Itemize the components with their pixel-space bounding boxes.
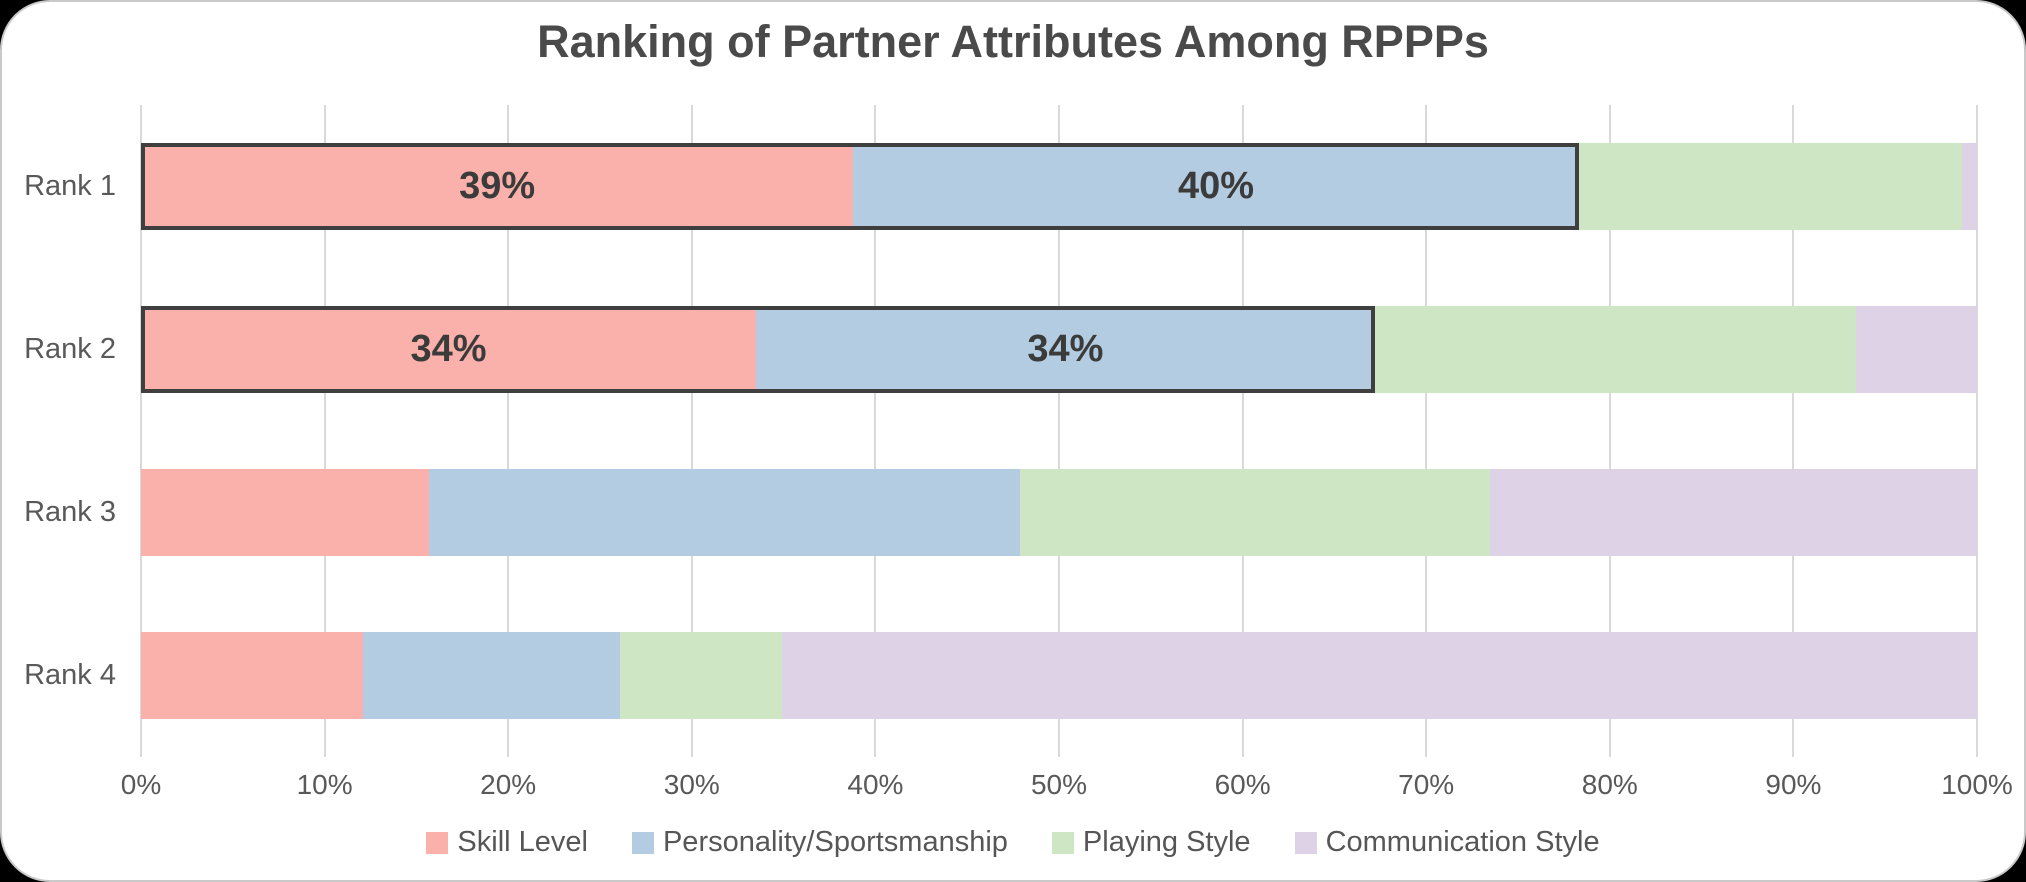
legend-swatch-icon xyxy=(631,831,654,854)
bar-segment-playing-style xyxy=(620,632,782,719)
bar-segment-playing-style xyxy=(1374,306,1856,393)
bar-segment-skill-level xyxy=(141,632,364,719)
bar-segment-communication-style xyxy=(1855,306,1977,393)
bar-row-rank-1: 39% 40% xyxy=(141,105,1977,268)
gridline xyxy=(1425,105,1428,757)
legend-item-communication-style: Communication Style xyxy=(1294,826,1600,859)
bar-row-rank-2: 34% 34% xyxy=(141,268,1977,431)
legend-swatch-icon xyxy=(1051,831,1074,854)
category-label-rank-4: Rank 4 xyxy=(24,659,116,691)
bar-segment-communication-style xyxy=(781,632,1977,719)
bar-segment-playing-style xyxy=(1020,469,1491,556)
x-axis-tick-label: 40% xyxy=(847,769,904,800)
gridline xyxy=(1241,105,1244,757)
bar-segment-personality-sportsmanship xyxy=(429,469,1021,556)
stacked-bar-rank-4 xyxy=(141,632,1977,719)
x-axis-tick-label: 90% xyxy=(1765,769,1822,800)
y-axis-labels: Rank 1 Rank 2 Rank 3 Rank 4 xyxy=(2,105,116,757)
category-label-rank-2: Rank 2 xyxy=(24,333,116,365)
legend-label: Playing Style xyxy=(1082,826,1251,858)
bar-segment-personality-sportsmanship xyxy=(363,632,621,719)
bar-data-label: 34% xyxy=(410,328,487,370)
x-axis-tick-label: 0% xyxy=(120,769,162,800)
legend: Skill Level Personality/Sportsmanship Play… xyxy=(2,826,2024,859)
bar-rows: 39% 40% 34% 34% xyxy=(141,105,1977,757)
bar-segment-personality-sportsmanship: 40% xyxy=(853,143,1579,230)
x-axis-tick-label: 10% xyxy=(296,769,353,800)
gridline xyxy=(690,105,693,757)
legend-label: Communication Style xyxy=(1325,826,1600,858)
x-axis-tick-label: 100% xyxy=(1941,769,2013,800)
bar-row-rank-4 xyxy=(141,594,1977,757)
legend-swatch-icon xyxy=(1294,831,1317,854)
x-axis-tick-label: 60% xyxy=(1214,769,1271,800)
x-axis-tick-label: 20% xyxy=(480,769,537,800)
gridline xyxy=(1608,105,1611,757)
legend-label: Skill Level xyxy=(457,826,588,858)
bar-segment-skill-level xyxy=(141,469,430,556)
bar-segment-skill-level: 34% xyxy=(141,306,757,393)
gridline xyxy=(140,105,142,757)
gridline xyxy=(507,105,510,757)
x-axis-tick-label: 50% xyxy=(1030,769,1088,800)
bar-row-rank-3 xyxy=(141,431,1977,594)
gridline xyxy=(1058,105,1060,757)
bar-segment-communication-style xyxy=(1490,469,1977,556)
category-label-rank-3: Rank 3 xyxy=(24,496,116,528)
stacked-bar-rank-2: 34% 34% xyxy=(141,306,1977,393)
bar-data-label: 40% xyxy=(1177,165,1254,207)
bar-segment-communication-style xyxy=(1962,143,1977,230)
x-axis-tick-label: 30% xyxy=(663,769,720,800)
legend-swatch-icon xyxy=(426,831,449,854)
legend-item-playing-style: Playing Style xyxy=(1051,826,1251,859)
gridline xyxy=(323,105,326,757)
legend-item-personality-sportsmanship: Personality/Sportsmanship xyxy=(631,826,1008,859)
bar-segment-playing-style xyxy=(1578,143,1963,230)
stacked-bar-rank-1: 39% 40% xyxy=(141,143,1977,230)
plot-area: 39% 40% 34% 34% xyxy=(140,105,1978,757)
stacked-bar-rank-3 xyxy=(141,469,1977,556)
x-axis-tick-label: 70% xyxy=(1398,769,1455,800)
legend-item-skill-level: Skill Level xyxy=(426,826,588,859)
legend-label: Personality/Sportsmanship xyxy=(662,826,1008,858)
gridline xyxy=(874,105,877,757)
gridline xyxy=(1792,105,1795,757)
bar-segment-personality-sportsmanship: 34% xyxy=(756,306,1375,393)
bar-data-label: 34% xyxy=(1027,328,1104,370)
x-axis-tick-label: 80% xyxy=(1581,769,1638,800)
gridline xyxy=(1976,105,1978,757)
bar-data-label: 39% xyxy=(459,165,536,207)
category-label-rank-1: Rank 1 xyxy=(24,170,116,202)
chart-title: Ranking of Partner Attributes Among RPPP… xyxy=(537,16,1489,67)
x-axis-labels: 0% 10% 20% 30% 40% 50% 60% 70% 80% 90% 100% xyxy=(121,769,2013,803)
bar-segment-skill-level: 39% xyxy=(141,143,854,230)
